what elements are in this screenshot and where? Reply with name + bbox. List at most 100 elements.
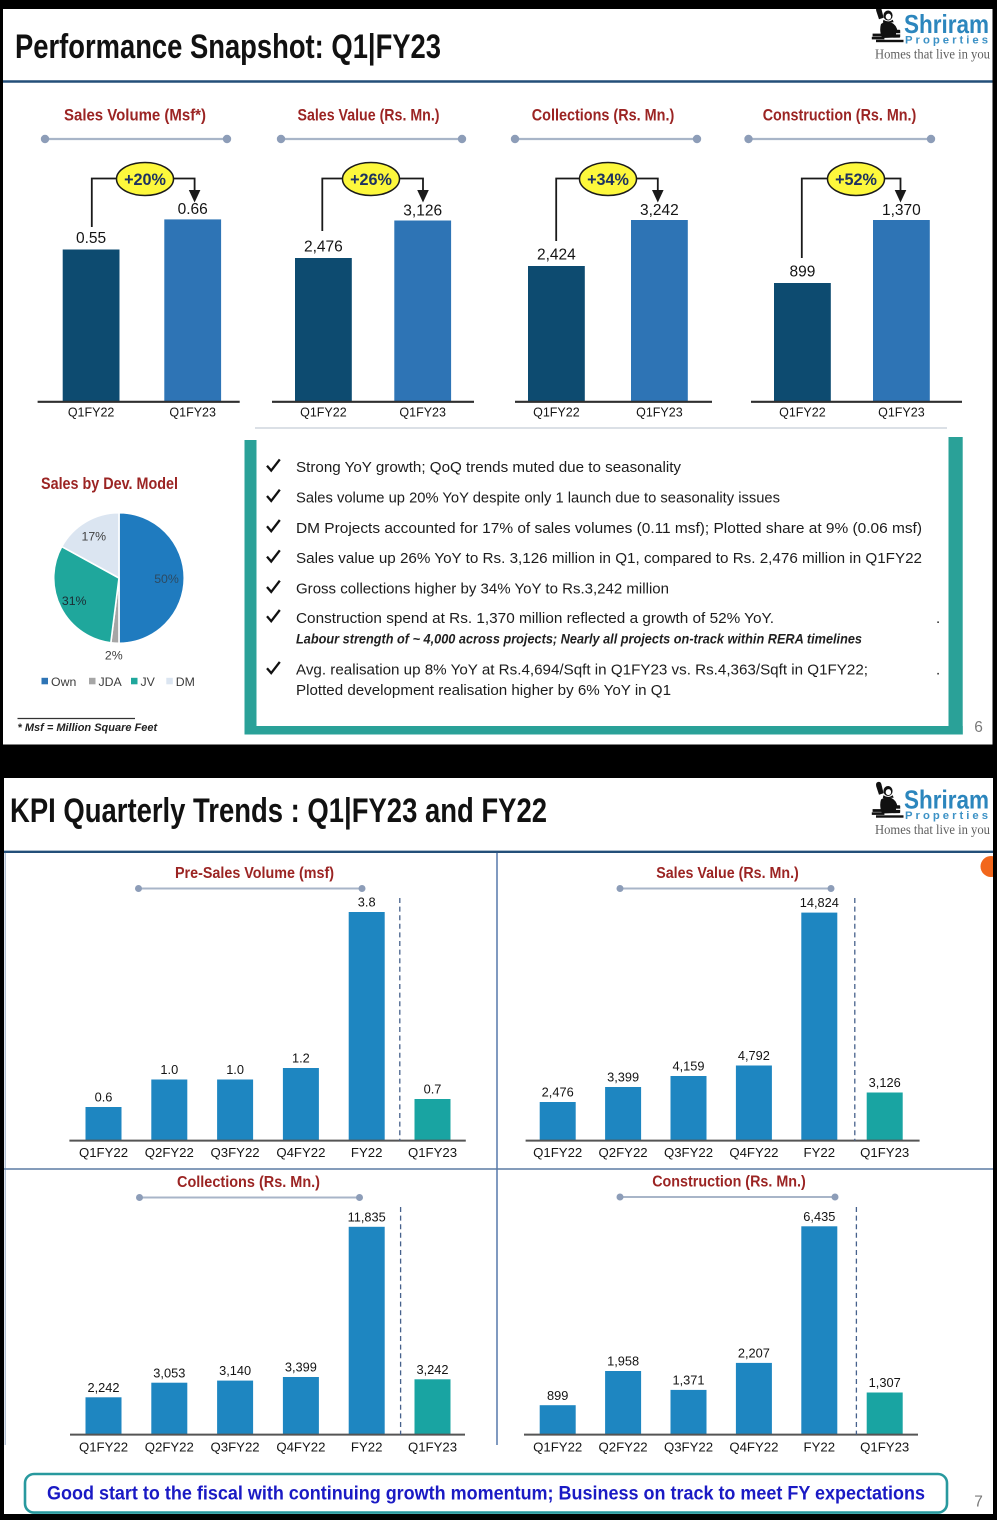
svg-text:JDA: JDA <box>99 675 123 689</box>
svg-text:Avg. realisation up 8% YoY at: Avg. realisation up 8% YoY at Rs.4,694/S… <box>296 662 868 679</box>
svg-text:Q1FY22: Q1FY22 <box>300 406 347 420</box>
svg-text:3,126: 3,126 <box>403 202 442 219</box>
svg-text:6,435: 6,435 <box>803 1209 835 1224</box>
svg-text:6: 6 <box>974 719 983 736</box>
svg-text:0.7: 0.7 <box>424 1082 442 1097</box>
svg-text:Q2FY22: Q2FY22 <box>599 1145 648 1160</box>
svg-text:FY22: FY22 <box>804 1440 836 1455</box>
svg-text:3,242: 3,242 <box>640 202 679 219</box>
svg-text:JV: JV <box>141 675 156 689</box>
svg-text:Sales value up 26% YoY to Rs.: Sales value up 26% YoY to Rs. 3,126 mill… <box>296 550 922 567</box>
svg-text:Q4FY22: Q4FY22 <box>729 1145 778 1160</box>
svg-text:2%: 2% <box>105 649 123 663</box>
svg-text:4,159: 4,159 <box>672 1059 704 1074</box>
svg-text:Q3FY22: Q3FY22 <box>211 1440 260 1455</box>
svg-text:Q1FY23: Q1FY23 <box>860 1145 909 1160</box>
svg-text:3,399: 3,399 <box>285 1360 317 1375</box>
svg-text:KPI Quarterly Trends : Q1|FY23: KPI Quarterly Trends : Q1|FY23 and FY22 <box>10 792 547 830</box>
svg-text:Homes that live in you: Homes that live in you <box>875 47 990 62</box>
svg-text:Q1FY23: Q1FY23 <box>399 406 446 420</box>
svg-text:Properties: Properties <box>905 810 988 822</box>
svg-text:899: 899 <box>789 264 815 281</box>
svg-text:3,126: 3,126 <box>869 1075 901 1090</box>
svg-text:7: 7 <box>974 1494 983 1511</box>
svg-text:+52%: +52% <box>835 171 877 189</box>
svg-text:+34%: +34% <box>587 171 629 189</box>
svg-text:Strong YoY growth; QoQ trends: Strong YoY growth; QoQ trends muted due … <box>296 459 682 476</box>
svg-text:1,958: 1,958 <box>607 1354 639 1369</box>
svg-text:Q1FY22: Q1FY22 <box>79 1440 128 1455</box>
svg-text:Labour strength of ~ 4,000 acr: Labour strength of ~ 4,000 across projec… <box>296 630 862 646</box>
svg-text:.: . <box>936 662 940 679</box>
svg-text:Q3FY22: Q3FY22 <box>664 1145 713 1160</box>
svg-text:11,835: 11,835 <box>348 1209 386 1224</box>
svg-text:Collections (Rs. Mn.): Collections (Rs. Mn.) <box>532 106 675 125</box>
svg-text:DM: DM <box>176 675 195 689</box>
svg-text:31%: 31% <box>62 594 87 608</box>
svg-text:Q2FY22: Q2FY22 <box>145 1145 194 1160</box>
svg-text:Sales volume up 20% YoY despit: Sales volume up 20% YoY despite only 1 l… <box>296 490 780 507</box>
svg-text:+20%: +20% <box>124 171 166 189</box>
svg-text:Q1FY22: Q1FY22 <box>533 1440 582 1455</box>
svg-text:Q1FY23: Q1FY23 <box>169 406 216 420</box>
svg-text:Shriram: Shriram <box>904 9 989 39</box>
svg-text:3.8: 3.8 <box>358 895 376 910</box>
svg-text:17%: 17% <box>81 530 106 544</box>
svg-text:Sales Volume (Msf*): Sales Volume (Msf*) <box>64 106 206 125</box>
svg-text:Collections (Rs. Mn.): Collections (Rs. Mn.) <box>177 1174 320 1191</box>
svg-text:Q1FY23: Q1FY23 <box>878 406 925 420</box>
svg-text:3,053: 3,053 <box>153 1365 185 1380</box>
svg-text:.: . <box>936 610 940 627</box>
svg-text:Q4FY22: Q4FY22 <box>729 1440 778 1455</box>
svg-text:DM Projects accounted for 17%: DM Projects accounted for 17% of sales v… <box>296 520 922 537</box>
svg-text:FY22: FY22 <box>804 1145 836 1160</box>
svg-text:Properties: Properties <box>905 35 988 47</box>
svg-text:1.0: 1.0 <box>226 1062 244 1077</box>
svg-text:1,371: 1,371 <box>672 1373 704 1388</box>
svg-text:Q2FY22: Q2FY22 <box>599 1440 648 1455</box>
svg-text:2,424: 2,424 <box>537 247 576 264</box>
svg-text:Pre-Sales Volume (msf): Pre-Sales Volume (msf) <box>175 865 334 882</box>
svg-text:Q2FY22: Q2FY22 <box>145 1440 194 1455</box>
svg-text:Q1FY23: Q1FY23 <box>636 406 683 420</box>
svg-text:Q1FY23: Q1FY23 <box>408 1440 457 1455</box>
svg-text:* Msf = Million Square Feet: * Msf = Million Square Feet <box>18 722 159 734</box>
svg-text:Gross collections higher by 34: Gross collections higher by 34% YoY to R… <box>296 581 669 598</box>
svg-text:3,242: 3,242 <box>416 1362 448 1377</box>
svg-text:Sales Value (Rs. Mn.): Sales Value (Rs. Mn.) <box>656 865 799 882</box>
svg-text:2,476: 2,476 <box>542 1085 574 1100</box>
svg-text:0.55: 0.55 <box>76 230 106 247</box>
svg-text:Q1FY22: Q1FY22 <box>779 406 826 420</box>
svg-text:50%: 50% <box>154 572 179 586</box>
svg-text:FY22: FY22 <box>351 1145 383 1160</box>
svg-text:Q3FY22: Q3FY22 <box>664 1440 713 1455</box>
svg-text:Sales by Dev. Model: Sales by Dev. Model <box>41 474 178 493</box>
svg-text:Performance Snapshot: Q1|FY23: Performance Snapshot: Q1|FY23 <box>15 28 441 66</box>
svg-text:Q1FY22: Q1FY22 <box>533 406 580 420</box>
svg-text:Own: Own <box>51 675 76 689</box>
svg-text:Construction spend at Rs. 1,37: Construction spend at Rs. 1,370 million … <box>296 610 774 627</box>
svg-text:Q3FY22: Q3FY22 <box>211 1145 260 1160</box>
svg-text:Q1FY22: Q1FY22 <box>79 1145 128 1160</box>
svg-text:FY22: FY22 <box>351 1440 383 1455</box>
svg-text:Good start to the fiscal with: Good start to the fiscal with continuing… <box>47 1484 925 1505</box>
svg-text:Homes that live in you: Homes that live in you <box>875 822 990 837</box>
svg-text:Shriram: Shriram <box>904 785 989 815</box>
svg-text:Q1FY22: Q1FY22 <box>68 406 115 420</box>
svg-text:0.66: 0.66 <box>178 201 208 218</box>
svg-text:Sales Value (Rs. Mn.): Sales Value (Rs. Mn.) <box>298 106 440 125</box>
svg-text:Q1FY22: Q1FY22 <box>533 1145 582 1160</box>
svg-text:Construction (Rs. Mn.): Construction (Rs. Mn.) <box>763 106 917 125</box>
svg-text:2,476: 2,476 <box>304 239 343 256</box>
svg-text:14,824: 14,824 <box>800 895 839 910</box>
svg-text:1,307: 1,307 <box>869 1375 901 1390</box>
svg-text:Q4FY22: Q4FY22 <box>276 1440 325 1455</box>
svg-text:4,792: 4,792 <box>738 1048 770 1063</box>
svg-text:1,370: 1,370 <box>882 202 921 219</box>
svg-text:3,399: 3,399 <box>607 1070 639 1085</box>
svg-text:2,207: 2,207 <box>738 1346 770 1361</box>
svg-text:Construction (Rs. Mn.): Construction (Rs. Mn.) <box>652 1174 806 1191</box>
svg-text:1.0: 1.0 <box>160 1062 178 1077</box>
svg-text:Q4FY22: Q4FY22 <box>276 1145 325 1160</box>
svg-text:+26%: +26% <box>350 171 392 189</box>
